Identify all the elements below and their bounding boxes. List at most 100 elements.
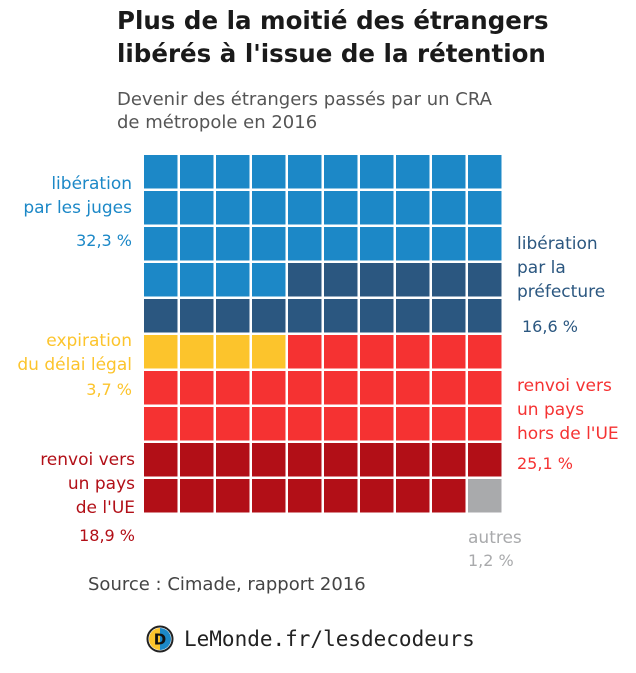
waffle-square-horsue [288,335,322,369]
waffle-square-ue [360,443,394,477]
waffle-square-delai [216,335,250,369]
waffle-square-juges [288,191,322,225]
waffle-square-juges [180,227,214,261]
waffle-square-prefecture [324,263,358,297]
waffle-square-autres [468,479,502,513]
waffle-square-horsue [216,371,250,405]
waffle-square-juges [216,227,250,261]
waffle-square-ue [216,479,250,513]
waffle-square-juges [216,263,250,297]
waffle-square-ue [252,479,286,513]
waffle-square-horsue [216,407,250,441]
waffle-square-horsue [396,407,430,441]
waffle-square-prefecture [324,299,358,333]
chart-subtitle: Devenir des étrangers passés par un CRA … [117,88,492,134]
waffle-square-horsue [144,407,178,441]
label-ue-line-1: renvoi vers [40,450,135,470]
waffle-square-delai [252,335,286,369]
label-juges-line-1: libération [51,174,132,194]
waffle-square-juges [360,191,394,225]
label-juges-line-2: par les juges [23,198,132,218]
waffle-square-ue [396,479,430,513]
waffle-square-juges [288,155,322,189]
waffle-square-horsue [180,371,214,405]
waffle-square-prefecture [216,299,250,333]
waffle-square-prefecture [180,299,214,333]
waffle-square-ue [324,443,358,477]
waffle-square-juges [468,155,502,189]
logo-text[interactable]: LeMonde.fr/lesdecodeurs [184,627,475,651]
waffle-square-juges [144,227,178,261]
source-note: Source : Cimade, rapport 2016 [88,574,366,595]
waffle-square-ue [360,479,394,513]
label-horsue-line-2: un pays [517,400,584,420]
waffle-square-ue [324,479,358,513]
value-delai: 3,7 % [86,380,132,399]
waffle-square-juges [252,191,286,225]
chart-title-line-2: libérés à l'issue de la rétention [117,39,546,68]
waffle-square-ue [180,479,214,513]
label-ue-line-2: un pays [68,474,135,494]
waffle-square-juges [468,227,502,261]
brand-logo[interactable]: D LeMonde.fr/lesdecodeurs [146,625,475,653]
waffle-square-horsue [468,371,502,405]
waffle-square-horsue [396,335,430,369]
waffle-chart: libération par les juges 32,3 % libération p… [17,155,619,570]
waffle-square-juges [252,263,286,297]
waffle-square-ue [468,443,502,477]
waffle-square-horsue [396,371,430,405]
logo-letter: D [154,631,166,649]
waffle-square-horsue [360,371,394,405]
waffle-square-juges [144,191,178,225]
chart-title-line-1: Plus de la moitié des étrangers [117,6,549,35]
waffle-square-ue [288,443,322,477]
waffle-square-horsue [252,371,286,405]
waffle-square-prefecture [432,263,466,297]
chart-subtitle-line-2: de métropole en 2016 [117,112,318,133]
value-ue: 18,9 % [79,526,135,545]
waffle-square-horsue [360,407,394,441]
value-prefecture: 16,6 % [522,317,578,336]
waffle-square-juges [360,155,394,189]
chart-subtitle-line-1: Devenir des étrangers passés par un CRA [117,89,492,110]
label-prefecture-line-1: libération [517,234,598,254]
waffle-square-horsue [360,335,394,369]
waffle-square-prefecture [360,263,394,297]
value-horsue: 25,1 % [517,454,573,473]
waffle-square-horsue [324,335,358,369]
label-horsue-line-1: renvoi vers [517,376,612,396]
waffle-square-horsue [468,407,502,441]
waffle-square-prefecture [432,299,466,333]
waffle-square-juges [396,155,430,189]
chart-title: Plus de la moitié des étrangers libérés … [117,4,549,70]
waffle-square-prefecture [144,299,178,333]
waffle-square-horsue [180,407,214,441]
waffle-square-horsue [468,335,502,369]
waffle-square-juges [432,227,466,261]
waffle-square-juges [288,227,322,261]
label-prefecture-line-3: préfecture [517,282,605,302]
waffle-square-ue [216,443,250,477]
label-autres-line-1: autres [468,528,522,548]
waffle-square-horsue [288,371,322,405]
waffle-square-delai [180,335,214,369]
waffle-square-ue [180,443,214,477]
waffle-square-juges [432,191,466,225]
waffle-square-juges [180,155,214,189]
waffle-square-juges [324,191,358,225]
waffle-square-prefecture [252,299,286,333]
waffle-square-ue [144,443,178,477]
waffle-square-juges [144,263,178,297]
waffle-square-juges [180,263,214,297]
waffle-square-ue [288,479,322,513]
waffle-square-ue [252,443,286,477]
waffle-square-ue [432,479,466,513]
value-juges: 32,3 % [76,231,132,250]
waffle-square-juges [216,155,250,189]
waffle-square-horsue [324,371,358,405]
waffle-square-juges [216,191,250,225]
waffle-square-prefecture [468,263,502,297]
waffle-square-horsue [432,335,466,369]
waffle-square-prefecture [288,263,322,297]
waffle-square-juges [396,191,430,225]
